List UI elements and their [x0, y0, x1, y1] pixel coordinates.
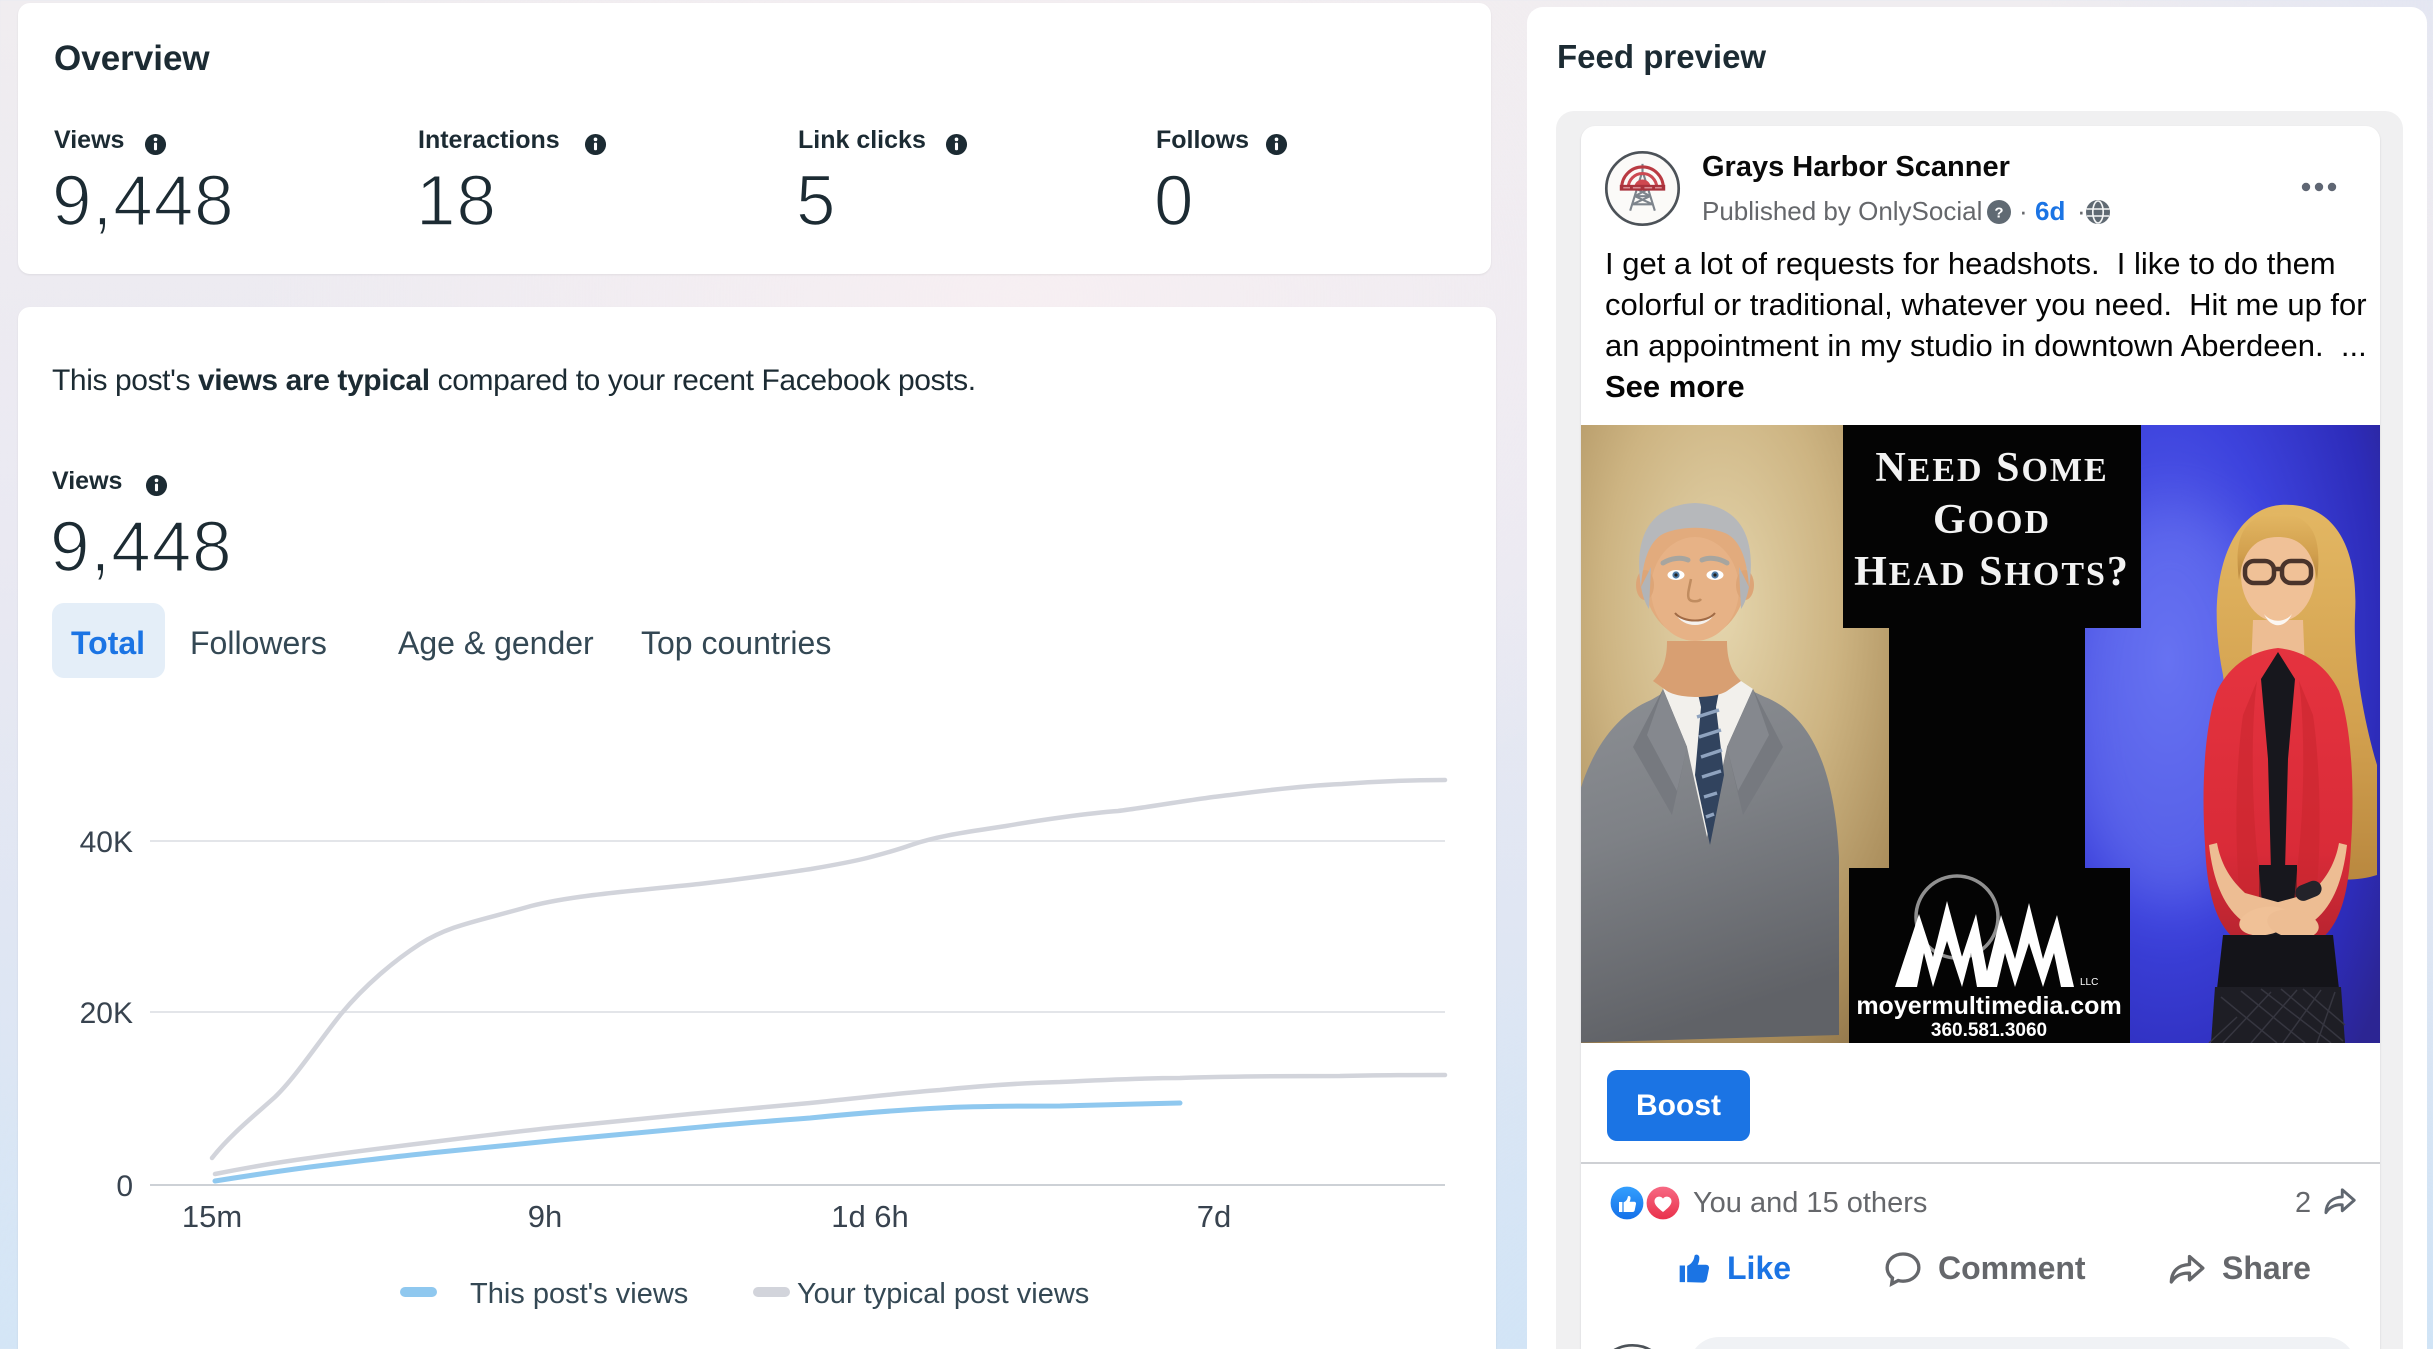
svg-text:GOOD: GOOD: [1933, 497, 2051, 543]
svg-text:NEED SOME: NEED SOME: [1875, 445, 2108, 491]
svg-text:7d: 7d: [1197, 1199, 1231, 1234]
svg-text:Your typical post views: Your typical post views: [797, 1278, 1089, 1310]
svg-text:0: 0: [116, 1170, 133, 1203]
svg-text:9h: 9h: [528, 1199, 562, 1234]
svg-text:HEAD SHOTS?: HEAD SHOTS?: [1854, 549, 2130, 595]
svg-text:This post's views: This post's views: [470, 1278, 688, 1310]
svg-text:1d 6h: 1d 6h: [831, 1199, 909, 1234]
svg-text:LLC: LLC: [2080, 977, 2098, 988]
svg-text:?: ?: [1994, 205, 2003, 222]
svg-text:20K: 20K: [80, 997, 133, 1030]
svg-text:15m: 15m: [182, 1199, 242, 1234]
svg-text:360.581.3060: 360.581.3060: [1931, 1020, 2047, 1041]
svg-text:moyermultimedia.com: moyermultimedia.com: [1856, 992, 2121, 1020]
svg-text:40K: 40K: [80, 826, 133, 859]
